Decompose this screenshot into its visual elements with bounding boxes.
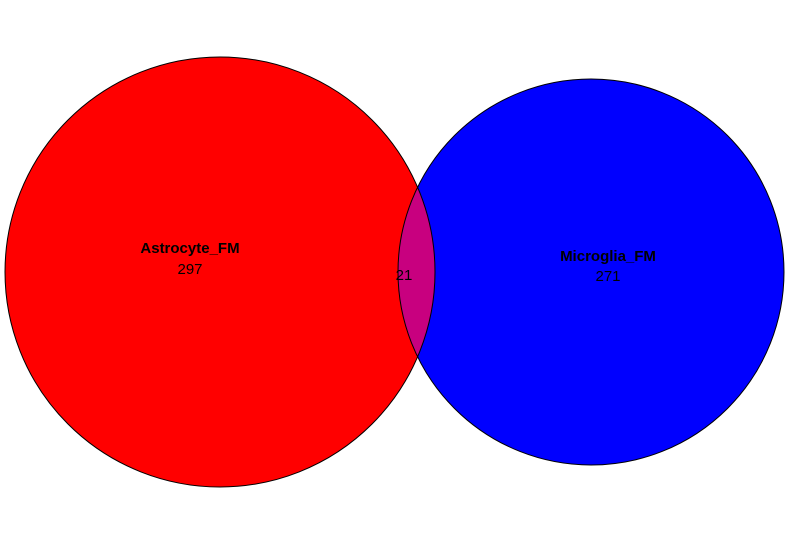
set-a-label: Astrocyte_FM	[140, 240, 239, 257]
set-a-count: 297	[177, 261, 202, 278]
intersection-count: 21	[396, 267, 413, 284]
set-a-outline	[4, 56, 436, 488]
set-b-count: 271	[595, 268, 620, 285]
set-b-label: Microglia_FM	[560, 248, 656, 265]
set-b-outline	[397, 78, 785, 466]
set-b-circle	[398, 79, 784, 465]
set-a-circle	[5, 57, 435, 487]
